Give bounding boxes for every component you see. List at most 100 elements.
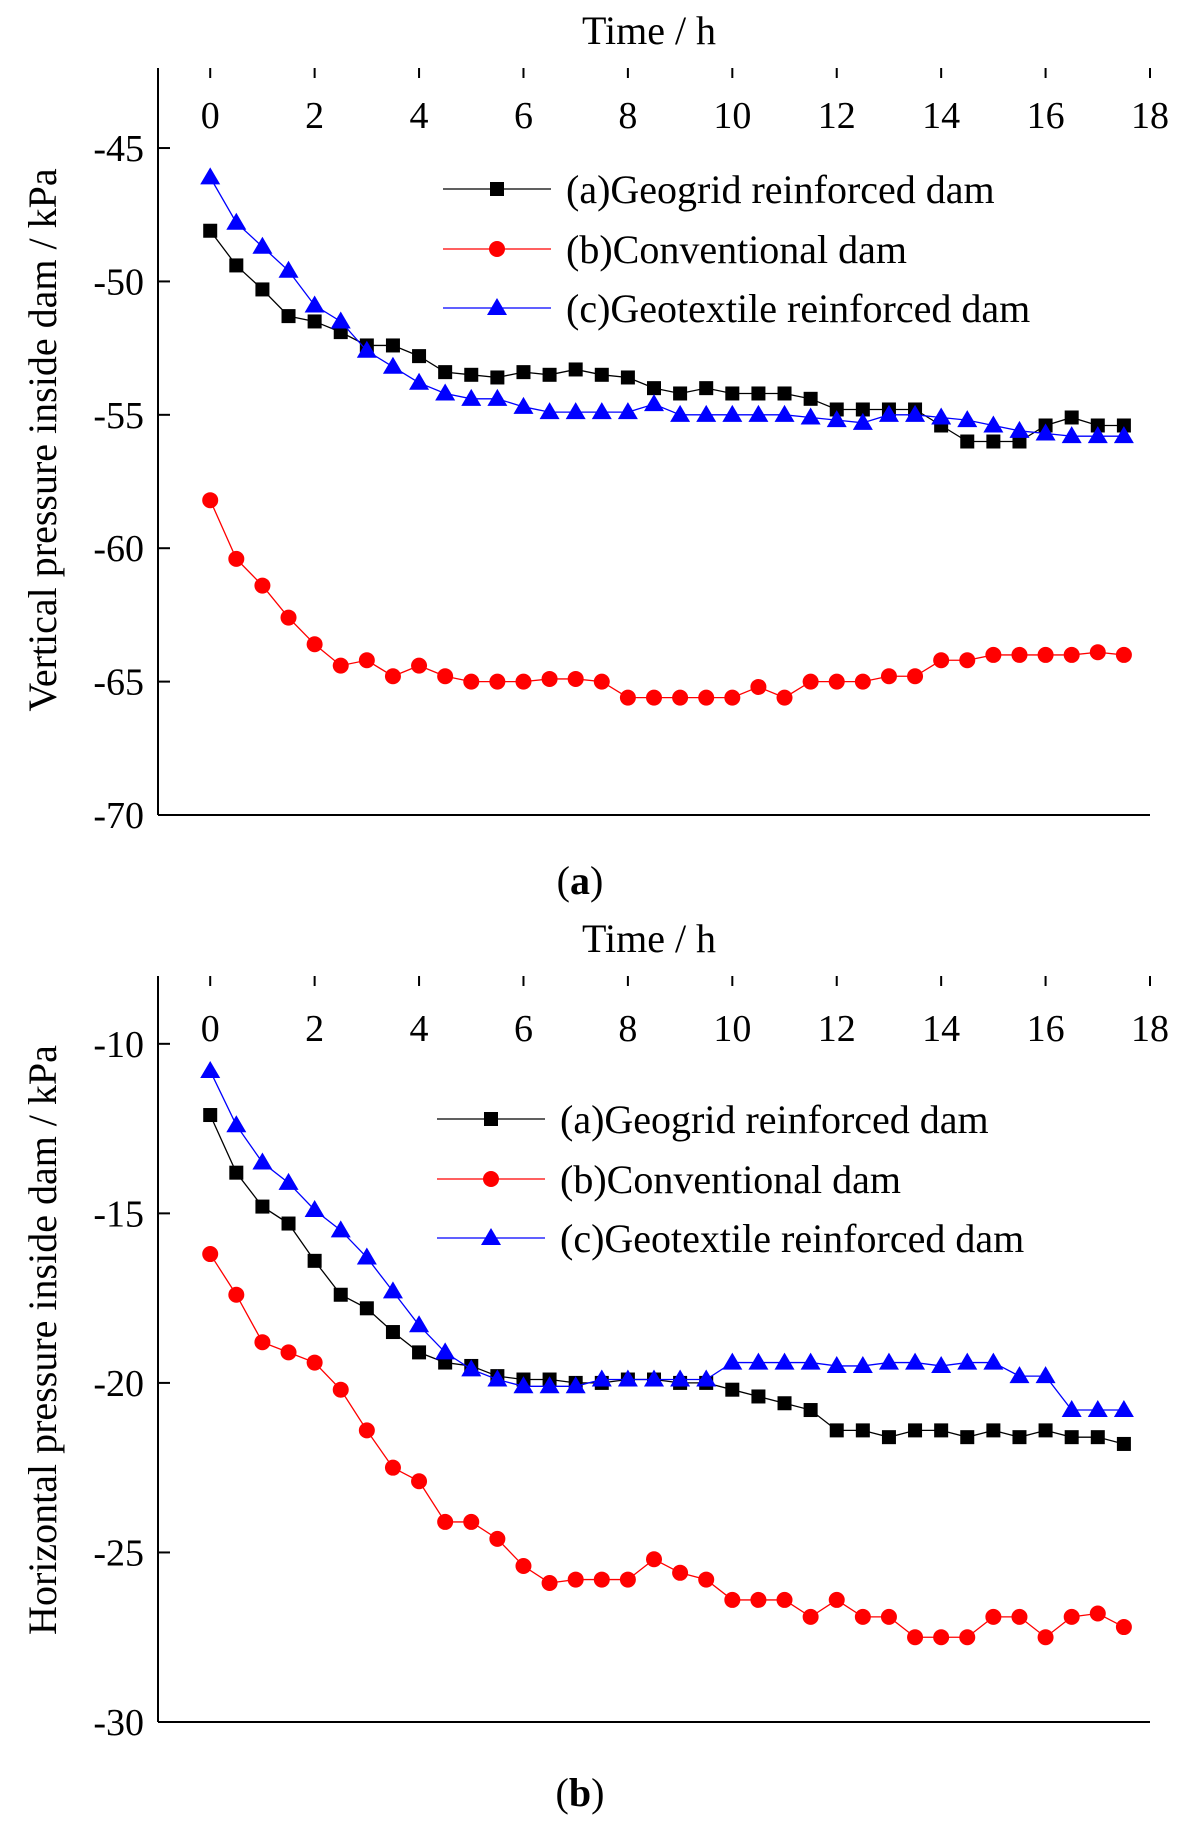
panel-caption: (b) — [556, 1770, 605, 1815]
legend-label: (b)Conventional dam — [560, 1157, 901, 1202]
data-point — [490, 370, 505, 385]
data-point — [960, 434, 975, 449]
data-point — [1063, 646, 1080, 663]
data-point — [854, 673, 871, 690]
x-tick-label: 2 — [305, 1008, 324, 1050]
data-point — [203, 1108, 218, 1123]
data-point — [304, 1199, 325, 1217]
data-point — [673, 386, 688, 401]
data-point — [594, 367, 609, 382]
y-tick-label: -30 — [93, 1702, 144, 1744]
data-point — [280, 609, 297, 626]
data-point — [933, 1629, 950, 1646]
data-point — [304, 295, 325, 313]
data-point — [829, 1423, 844, 1438]
x-axis-title: Time / h — [582, 916, 716, 961]
data-point — [672, 1564, 689, 1581]
y-tick-label: -15 — [93, 1193, 144, 1235]
data-point — [382, 356, 403, 374]
panel-caption: (a) — [557, 858, 604, 903]
x-axis-title: Time / h — [582, 8, 716, 53]
data-point — [385, 338, 400, 353]
data-point — [880, 1608, 897, 1625]
legend-label: (a)Geogrid reinforced dam — [560, 1097, 989, 1142]
data-point — [593, 673, 610, 690]
data-point — [202, 1246, 219, 1263]
data-point — [1009, 420, 1030, 438]
data-point — [435, 1342, 456, 1360]
data-point — [278, 1172, 299, 1190]
data-point — [986, 1423, 1001, 1438]
data-point — [1115, 1619, 1132, 1636]
legend-entry: (a)Geogrid reinforced dam — [443, 167, 995, 212]
data-point — [332, 657, 349, 674]
data-point — [803, 391, 818, 406]
data-point — [722, 1352, 743, 1370]
data-point — [438, 365, 453, 380]
data-point — [959, 1629, 976, 1646]
data-point — [411, 1473, 428, 1490]
legend-label: (a)Geogrid reinforced dam — [566, 167, 995, 212]
data-point — [855, 402, 870, 417]
data-point — [699, 381, 714, 396]
data-point — [802, 673, 819, 690]
data-point — [487, 1369, 508, 1387]
data-point — [1089, 644, 1106, 661]
data-point — [881, 1430, 896, 1445]
data-point — [356, 340, 377, 358]
legend-label: (b)Conventional dam — [566, 227, 907, 272]
data-point — [226, 212, 247, 230]
data-point — [748, 1352, 769, 1370]
data-point — [409, 1315, 430, 1333]
data-point — [539, 1376, 560, 1394]
legend-marker — [489, 241, 505, 257]
chart-panel-a: 0 2 4 6 8 10 12 14 16 18 -45 -50 -55 -60 -65 -70 Time / … — [20, 8, 1169, 903]
data-point — [1064, 410, 1079, 425]
data-point — [696, 404, 717, 422]
data-point — [307, 1253, 322, 1268]
data-point — [776, 1591, 793, 1608]
data-point — [382, 1281, 403, 1299]
data-point — [1115, 646, 1132, 663]
data-point — [983, 415, 1004, 433]
data-point — [670, 404, 691, 422]
data-point — [931, 407, 952, 425]
x-tick-label: 18 — [1131, 95, 1169, 137]
series-line — [209, 1253, 1125, 1639]
data-point — [359, 1301, 374, 1316]
x-tick-label: 14 — [922, 1008, 960, 1050]
data-point — [358, 1422, 375, 1439]
legend-entry: (c)Geotextile reinforced dam — [443, 286, 1030, 331]
data-point — [255, 1199, 270, 1214]
data-point — [852, 412, 873, 430]
data-point — [957, 410, 978, 428]
data-point — [1087, 426, 1108, 444]
y-tick-label: -50 — [93, 261, 144, 303]
data-point — [200, 167, 221, 185]
x-tick-label: 4 — [410, 1008, 429, 1050]
x-tick-label: 8 — [618, 1008, 637, 1050]
x-tick-label: 12 — [818, 95, 856, 137]
series-3 — [200, 1060, 1134, 1418]
data-point — [255, 282, 270, 297]
data-point — [330, 1220, 351, 1238]
x-tick-label: 6 — [514, 1008, 533, 1050]
data-point — [461, 1359, 482, 1377]
data-point — [1113, 426, 1134, 444]
data-point — [1089, 1605, 1106, 1622]
data-point — [725, 386, 740, 401]
data-point — [957, 1352, 978, 1370]
data-point — [541, 670, 558, 687]
legend-entry: (b)Conventional dam — [443, 227, 907, 272]
data-point — [1009, 1366, 1030, 1384]
series-2 — [202, 1246, 1132, 1646]
data-point — [750, 1591, 767, 1608]
data-point — [333, 325, 348, 340]
data-point — [226, 1115, 247, 1133]
data-point — [931, 1355, 952, 1373]
data-point — [748, 404, 769, 422]
data-point — [539, 402, 560, 420]
data-point — [1061, 426, 1082, 444]
data-point — [908, 1423, 923, 1438]
